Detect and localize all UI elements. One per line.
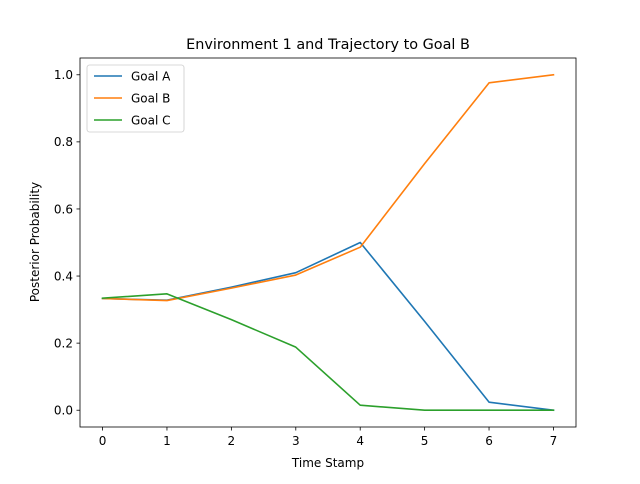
x-tick-label: 6 <box>485 434 493 448</box>
x-tick-label: 1 <box>163 434 171 448</box>
chart-title: Environment 1 and Trajectory to Goal B <box>186 37 470 53</box>
y-axis-label: Posterior Probability <box>28 182 42 302</box>
legend-label: Goal B <box>131 91 170 105</box>
series-line-goal-a <box>101 241 555 412</box>
y-tick-label: 0.4 <box>54 269 73 283</box>
x-tick-label: 5 <box>421 434 429 448</box>
x-tick-label: 4 <box>356 434 364 448</box>
x-tick-label: 7 <box>550 434 558 448</box>
legend-label: Goal A <box>131 69 171 83</box>
series-line-goal-c <box>101 293 555 412</box>
y-tick-label: 0.2 <box>54 336 73 350</box>
legend: Goal A Goal B Goal C <box>86 64 185 133</box>
y-tick-label: 0.8 <box>54 135 73 149</box>
y-tick-label: 0.0 <box>54 404 73 418</box>
legend-label: Goal C <box>131 113 171 127</box>
y-tick-label: 0.6 <box>54 202 73 216</box>
y-tick-label: 1.0 <box>54 68 73 82</box>
x-axis-label: Time Stamp <box>291 456 364 470</box>
axes-frame <box>79 57 577 428</box>
x-tick-label: 3 <box>292 434 300 448</box>
x-tick-label: 2 <box>228 434 236 448</box>
x-tick-label: 0 <box>99 434 107 448</box>
plot-area: 0 1 2 3 4 5 6 7 0.0 0.2 0.4 0.6 0.8 1.0 <box>54 57 577 448</box>
legend-box <box>86 64 185 133</box>
